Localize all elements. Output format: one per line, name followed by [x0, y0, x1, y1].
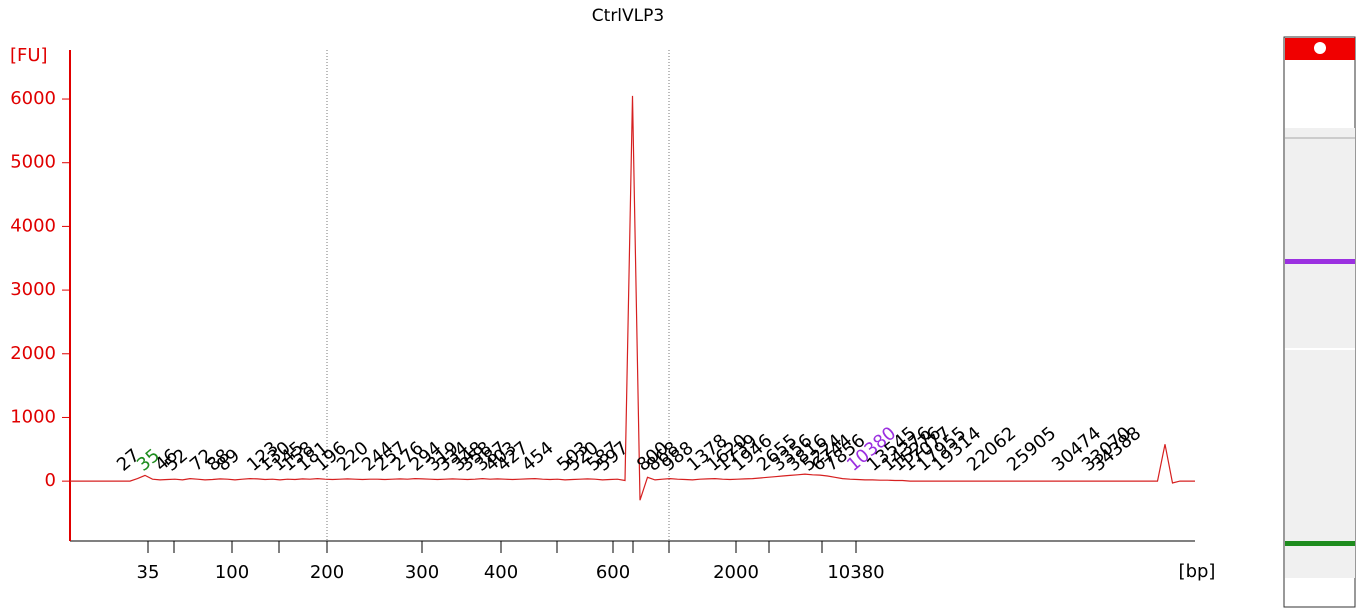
lower-marker-band: [1285, 541, 1355, 546]
x-tick-label: 100: [215, 562, 249, 583]
gel-lane: [1283, 36, 1356, 608]
y-tick-label: 5000: [10, 152, 56, 173]
upper-marker-band: [1285, 259, 1355, 264]
x-tick-label: 10380: [827, 562, 884, 583]
x-tick-label: 400: [484, 562, 518, 583]
y-tick-label: 3000: [10, 279, 56, 300]
lane-background: [1285, 128, 1355, 578]
x-tick-label: 2000: [713, 562, 759, 583]
chart-title: CtrlVLP3: [592, 6, 664, 26]
y-tick-label: 1000: [10, 406, 56, 427]
y-tick-label: 4000: [10, 215, 56, 236]
y-tick-label: 0: [45, 470, 56, 491]
trace: [70, 95, 1195, 501]
lane-icon: [1314, 42, 1326, 54]
y-tick-label: 2000: [10, 343, 56, 364]
y-tick-label: 6000: [10, 88, 56, 109]
x-axis-label: [bp]: [1179, 561, 1216, 582]
x-tick-label: 35: [137, 562, 160, 583]
y-axis-label: [FU]: [10, 45, 48, 66]
x-tick-label: 600: [596, 562, 630, 583]
x-tick-label: 200: [310, 562, 344, 583]
x-tick-label: 300: [405, 562, 439, 583]
